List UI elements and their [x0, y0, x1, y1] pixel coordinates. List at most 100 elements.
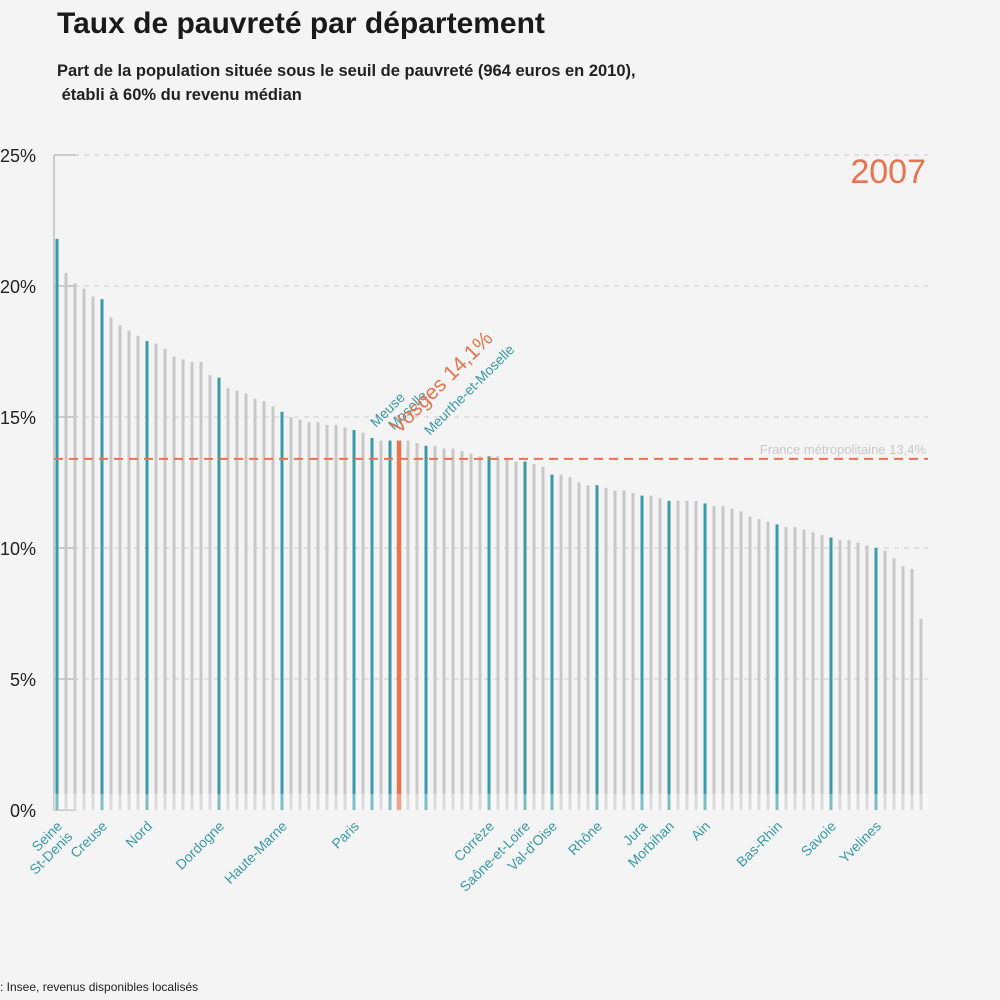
bar [433, 445, 437, 810]
bar [820, 534, 824, 810]
bar [361, 432, 365, 810]
bar-highlighted [487, 456, 491, 810]
x-axis-label-line: Bas-Rhin [733, 818, 785, 870]
grid-lines [54, 154, 928, 680]
bar [892, 558, 896, 810]
chart-title: Taux de pauvreté par département [57, 7, 545, 40]
x-axis-label-line: Nord [122, 818, 155, 851]
bar-highlighted [703, 503, 707, 810]
bar [154, 343, 158, 810]
bar [127, 330, 131, 810]
bar [757, 519, 761, 810]
bar-highlighted [100, 299, 104, 810]
bar [415, 443, 419, 810]
bar [181, 359, 185, 810]
x-axis-label-line: Yvelines [836, 818, 884, 866]
bar [64, 272, 68, 810]
reference-line-group: France métropolitaine 13,4% [54, 442, 928, 460]
x-axis-label-line: Haute-Marne [221, 818, 290, 887]
chart-subtitle-line-1: Part de la population située sous le seu… [57, 62, 636, 80]
bars [54, 238, 928, 811]
bar [271, 406, 275, 810]
baseline-band [54, 794, 928, 810]
y-tick-label: 10% [0, 539, 36, 559]
bar [541, 466, 545, 810]
x-axis-label: SeineSt-Denis [16, 818, 76, 878]
bar-highlighted [352, 430, 356, 810]
bar [343, 427, 347, 810]
bar [568, 477, 572, 810]
bar [694, 500, 698, 810]
bar-highlighted [217, 377, 221, 810]
bar [676, 500, 680, 810]
bar [469, 453, 473, 810]
bar [748, 516, 752, 810]
bar-highlighted [550, 474, 554, 810]
x-axis-label-line: Ain [687, 818, 713, 844]
bar [856, 542, 860, 810]
bar-highlighted [775, 524, 779, 810]
bar [307, 422, 311, 810]
y-tick-label: 25% [0, 146, 36, 166]
bar [199, 361, 203, 810]
bar [559, 474, 563, 810]
bar [496, 456, 500, 810]
x-axis-label: Haute-Marne [221, 818, 290, 887]
source-note: : Insee, revenus disponibles localisés [0, 980, 198, 994]
bar [847, 540, 851, 810]
bar [379, 440, 383, 810]
bar [784, 527, 788, 810]
bar [163, 348, 167, 810]
bar [109, 317, 113, 810]
bar-highlighted [388, 440, 392, 810]
bar [802, 529, 806, 810]
bar [901, 566, 905, 810]
bar [325, 424, 329, 810]
bar [235, 390, 239, 810]
x-axis-label: Nord [122, 818, 155, 851]
bar [73, 283, 77, 810]
bar [316, 422, 320, 810]
bar [514, 461, 518, 810]
x-axis-label: Yvelines [836, 818, 884, 866]
bar-highlighted [640, 495, 644, 810]
bar-highlighted [424, 445, 428, 810]
x-axis-label: Savoie [798, 818, 840, 860]
bar [739, 511, 743, 810]
bar [406, 440, 410, 810]
bar-highlighted [370, 437, 374, 810]
bar-highlighted [829, 537, 833, 810]
x-axis-label: Ain [687, 818, 713, 844]
bar-highlighted [667, 500, 671, 810]
bar [838, 540, 842, 810]
bar-highlighted [595, 485, 599, 810]
bar [721, 506, 725, 810]
x-axis-label-line: Paris [328, 818, 362, 852]
bar [91, 296, 95, 811]
x-axis-label-line: Savoie [798, 818, 840, 860]
bar [631, 492, 635, 810]
x-axis-label: Rhône [565, 818, 606, 859]
x-axis-label-line: Dordogne [172, 818, 227, 873]
bar [613, 490, 617, 810]
bar [658, 498, 662, 810]
bar [190, 361, 194, 810]
bar [253, 398, 257, 810]
bar [685, 500, 689, 810]
bar [208, 375, 212, 810]
bar [451, 448, 455, 810]
x-axis-label: Bas-Rhin [733, 818, 785, 870]
bar [244, 393, 248, 810]
bar [910, 568, 914, 810]
bar [811, 532, 815, 810]
bar [730, 508, 734, 810]
bar [172, 356, 176, 810]
chart-subtitle-line-2: établi à 60% du revenu médian [57, 86, 302, 104]
bar [442, 448, 446, 810]
bar [334, 424, 338, 810]
reference-label: France métropolitaine 13,4% [760, 442, 927, 457]
y-tick-label: 0% [10, 801, 36, 821]
bar [82, 288, 86, 810]
bar [865, 545, 869, 810]
